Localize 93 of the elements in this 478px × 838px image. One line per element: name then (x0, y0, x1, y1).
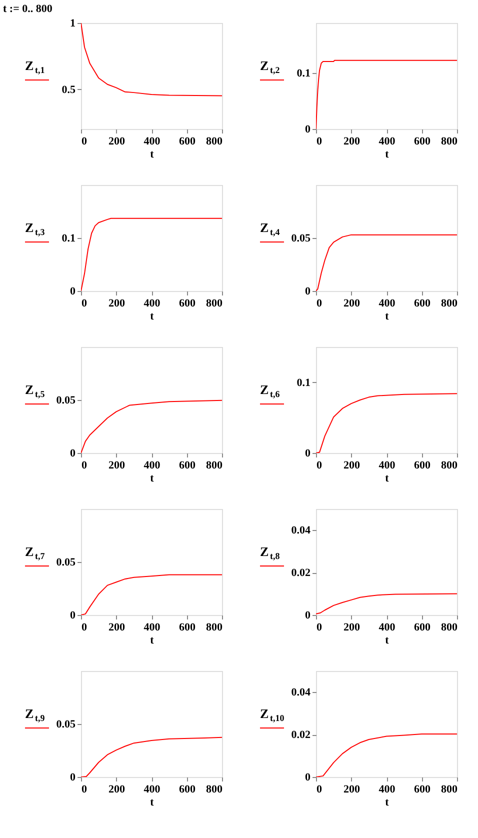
x-tick-label: 400 (378, 298, 396, 310)
x-tick-label: 800 (206, 460, 223, 472)
x-tick-label: 600 (179, 298, 196, 310)
x-axis-title: t (150, 634, 154, 646)
x-tick-label: 800 (441, 460, 458, 472)
y-tick-label: 0.1 (62, 232, 76, 244)
x-axis-title: t (150, 310, 154, 322)
x-tick-label: 0 (82, 298, 88, 310)
x-tick-label: 0 (82, 460, 88, 472)
x-tick-label: 400 (144, 460, 161, 472)
x-tick-label: 200 (108, 784, 126, 796)
x-axis-title: t (385, 472, 390, 484)
y-tick-label: 0.02 (291, 729, 311, 742)
x-tick-label: 800 (206, 784, 223, 796)
y-tick-label: 0.05 (56, 556, 76, 568)
line-series (81, 218, 222, 291)
y-tick-label: 0.04 (291, 524, 311, 537)
x-tick-label: 400 (144, 298, 161, 310)
line-series (81, 23, 222, 96)
x-tick-label: 600 (179, 622, 196, 634)
x-tick-label: 0 (316, 784, 322, 796)
x-tick-label: 0 (82, 784, 88, 796)
x-tick-label: 400 (378, 136, 396, 148)
x-tick-label: 600 (179, 136, 196, 148)
x-tick-label: 400 (378, 784, 396, 796)
x-tick-label: 600 (414, 622, 431, 634)
y-tick-label: 0.05 (56, 718, 76, 730)
x-tick-label: 200 (344, 136, 360, 148)
x-tick-label: 0 (316, 136, 322, 148)
x-tick-label: 800 (441, 622, 458, 634)
y-tick-label: 0.05 (56, 394, 76, 406)
x-tick-label: 600 (179, 784, 196, 796)
x-tick-label: 200 (108, 460, 126, 472)
x-tick-label: 200 (108, 136, 126, 148)
text: t := 0.. 800 (3, 3, 53, 15)
x-tick-label: 0 (316, 622, 322, 634)
y-tick-label: 0.05 (291, 232, 311, 244)
x-tick-label: 400 (144, 622, 161, 634)
y-tick-label: 1 (70, 18, 76, 30)
y-tick-label: 0 (70, 448, 76, 460)
x-axis-title: t (385, 634, 390, 646)
y-tick-label: 0 (305, 610, 311, 622)
y-tick-label: 0.04 (291, 686, 311, 699)
x-tick-label: 400 (144, 136, 161, 148)
line-series (316, 733, 457, 777)
y-tick-label: 0 (305, 124, 311, 136)
x-axis-title: t (385, 796, 390, 808)
x-tick-label: 800 (206, 622, 223, 634)
x-tick-label: 600 (179, 460, 196, 472)
line-series (316, 593, 457, 614)
x-tick-label: 400 (144, 784, 161, 796)
x-tick-label: 800 (206, 298, 223, 310)
x-tick-label: 200 (344, 460, 360, 472)
y-tick-label: 0 (305, 448, 311, 460)
line-series (316, 393, 457, 453)
line-series (81, 736, 222, 777)
x-tick-label: 400 (378, 460, 396, 472)
x-tick-label: 800 (441, 298, 458, 310)
x-axis-title: t (150, 148, 154, 160)
x-axis-title: t (385, 310, 390, 322)
y-tick-label: 0 (305, 286, 311, 298)
y-tick-label: 0.1 (296, 68, 310, 80)
x-tick-label: 200 (108, 622, 126, 634)
line-series (81, 400, 222, 453)
line-series (81, 574, 222, 615)
x-tick-label: 0 (316, 460, 322, 472)
x-tick-label: 600 (414, 460, 431, 472)
y-tick-label: 0.1 (296, 376, 310, 389)
x-tick-label: 0 (316, 298, 322, 310)
x-tick-label: 400 (378, 622, 396, 634)
x-tick-label: 0 (82, 136, 88, 148)
y-tick-label: 0 (70, 286, 76, 298)
y-tick-label: 0 (70, 772, 76, 784)
y-tick-label: 0 (70, 610, 76, 622)
x-axis-title: t (385, 148, 390, 160)
x-tick-label: 200 (344, 298, 360, 310)
x-tick-label: 600 (414, 784, 431, 796)
line-series (316, 234, 457, 291)
x-tick-label: 600 (414, 136, 431, 148)
x-axis-title: t (150, 796, 154, 808)
y-tick-label: 0.5 (62, 84, 76, 96)
line-series (316, 60, 457, 129)
y-tick-label: 0.02 (291, 567, 311, 580)
x-tick-label: 200 (344, 622, 360, 634)
y-tick-label: 0 (305, 772, 311, 784)
x-tick-label: 800 (441, 784, 458, 796)
x-tick-label: 800 (441, 136, 458, 148)
x-tick-label: 200 (108, 298, 126, 310)
x-axis-title: t (150, 472, 154, 484)
x-tick-label: 800 (206, 136, 223, 148)
x-tick-label: 600 (414, 298, 431, 310)
x-tick-label: 0 (82, 622, 88, 634)
x-tick-label: 200 (344, 784, 360, 796)
